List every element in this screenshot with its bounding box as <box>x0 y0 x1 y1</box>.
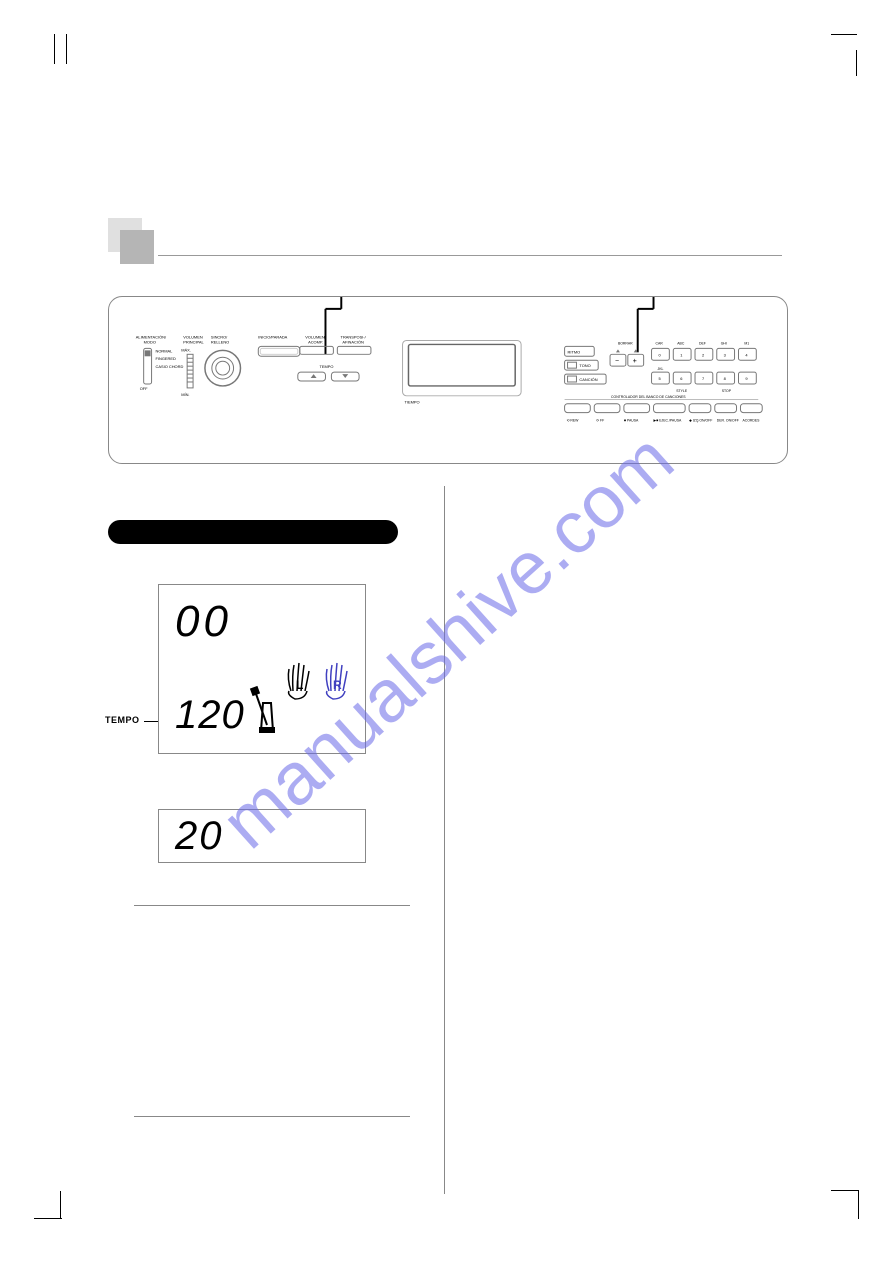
lcd-display-1: 00 120 TEMPO L R <box>158 584 366 754</box>
crop-mark <box>831 34 857 35</box>
svg-text:PRINCIPAL: PRINCIPAL <box>183 339 204 344</box>
header-rule <box>158 255 782 256</box>
lcd-value-top: 00 <box>175 597 232 647</box>
crop-mark <box>34 1218 62 1219</box>
column-divider <box>444 486 445 1194</box>
svg-text:5: 5 <box>658 376 661 381</box>
hands-icon: L R <box>281 655 359 703</box>
svg-text:CASIO CHORD: CASIO CHORD <box>156 364 184 369</box>
svg-text:CAR: CAR <box>656 341 664 345</box>
metronome-icon <box>249 685 285 735</box>
svg-text:7: 7 <box>702 376 704 381</box>
left-column: 00 120 TEMPO L R 20 <box>108 520 418 1117</box>
svg-text:MODO: MODO <box>144 339 156 344</box>
svg-text:STYLE: STYLE <box>676 389 688 393</box>
lcd-value-bottom: 120 <box>175 693 245 738</box>
svg-text:CONTROLADOR DEL BANCO DE CANCI: CONTROLADOR DEL BANCO DE CANCIONES <box>611 395 686 399</box>
svg-text:TIEMPO: TIEMPO <box>405 400 420 405</box>
svg-text:2: 2 <box>702 352 704 357</box>
svg-text:TONO: TONO <box>579 363 590 368</box>
tempo-pointer <box>144 721 158 722</box>
lcd2-value: 20 <box>175 814 224 859</box>
crop-mark <box>54 34 55 64</box>
crop-mark <box>858 1191 859 1219</box>
svg-text:DEF: DEF <box>699 341 706 345</box>
svg-text:M1: M1 <box>744 341 749 345</box>
svg-text:RELLENO: RELLENO <box>211 339 229 344</box>
svg-text:R: R <box>333 678 342 692</box>
svg-text:INICIO/PARADA: INICIO/PARADA <box>258 335 287 340</box>
content-rule <box>134 905 410 906</box>
svg-text:L: L <box>296 678 303 692</box>
svg-text:◆ IZQ.ON/OFF: ◆ IZQ.ON/OFF <box>689 419 712 423</box>
svg-text:DER. ON/OFF: DER. ON/OFF <box>717 419 739 423</box>
crop-mark <box>66 34 67 64</box>
svg-text:ACOMP.: ACOMP. <box>308 339 323 344</box>
svg-text:OFF: OFF <box>140 386 148 391</box>
svg-text:0: 0 <box>658 352 661 357</box>
crop-mark <box>831 1190 859 1191</box>
keyboard-control-panel: ALIMENTACIÓN/ MODO NORMAL FINGERED CASIO… <box>108 296 788 464</box>
lcd-display-2: 20 <box>158 809 366 863</box>
crop-mark <box>856 50 857 76</box>
svg-text:AFINACIÓN: AFINACIÓN <box>342 339 364 344</box>
content-rule <box>134 1116 410 1117</box>
svg-text:⟳ FF: ⟳ FF <box>596 419 604 423</box>
svg-text:⟲ REW: ⟲ REW <box>567 419 580 423</box>
svg-text:CANCIÓN: CANCIÓN <box>579 377 597 382</box>
svg-text:MÁX.: MÁX. <box>181 347 191 352</box>
svg-text:FINGERED: FINGERED <box>156 356 177 361</box>
svg-text:3: 3 <box>724 352 727 357</box>
svg-text:9: 9 <box>745 376 747 381</box>
svg-text:JKL: JKL <box>657 367 663 371</box>
svg-text:NORMAL: NORMAL <box>156 348 174 353</box>
page-header-icon <box>108 218 150 260</box>
svg-text:MÍN.: MÍN. <box>181 392 189 397</box>
svg-text:+: + <box>633 358 637 365</box>
svg-text:8: 8 <box>724 376 727 381</box>
svg-text:6: 6 <box>680 376 683 381</box>
crop-mark <box>60 1191 61 1219</box>
svg-text:1: 1 <box>680 352 682 357</box>
svg-text:TEMPO: TEMPO <box>319 364 333 369</box>
svg-text:BORRAR: BORRAR <box>618 341 633 345</box>
svg-text:STOP: STOP <box>722 389 732 393</box>
svg-text:−: − <box>615 358 619 365</box>
svg-text:▶■ EJEC./PAUSA: ▶■ EJEC./PAUSA <box>654 419 682 423</box>
svg-text:GHI: GHI <box>721 341 727 345</box>
svg-text:RITMO: RITMO <box>568 349 581 354</box>
svg-text:ABC: ABC <box>677 341 685 345</box>
section-heading-bar <box>108 520 398 544</box>
svg-text:ACORDES: ACORDES <box>742 419 760 423</box>
svg-text:■ PAUSA: ■ PAUSA <box>624 419 639 423</box>
svg-text:4: 4 <box>745 352 748 357</box>
tempo-label: TEMPO <box>105 715 140 725</box>
